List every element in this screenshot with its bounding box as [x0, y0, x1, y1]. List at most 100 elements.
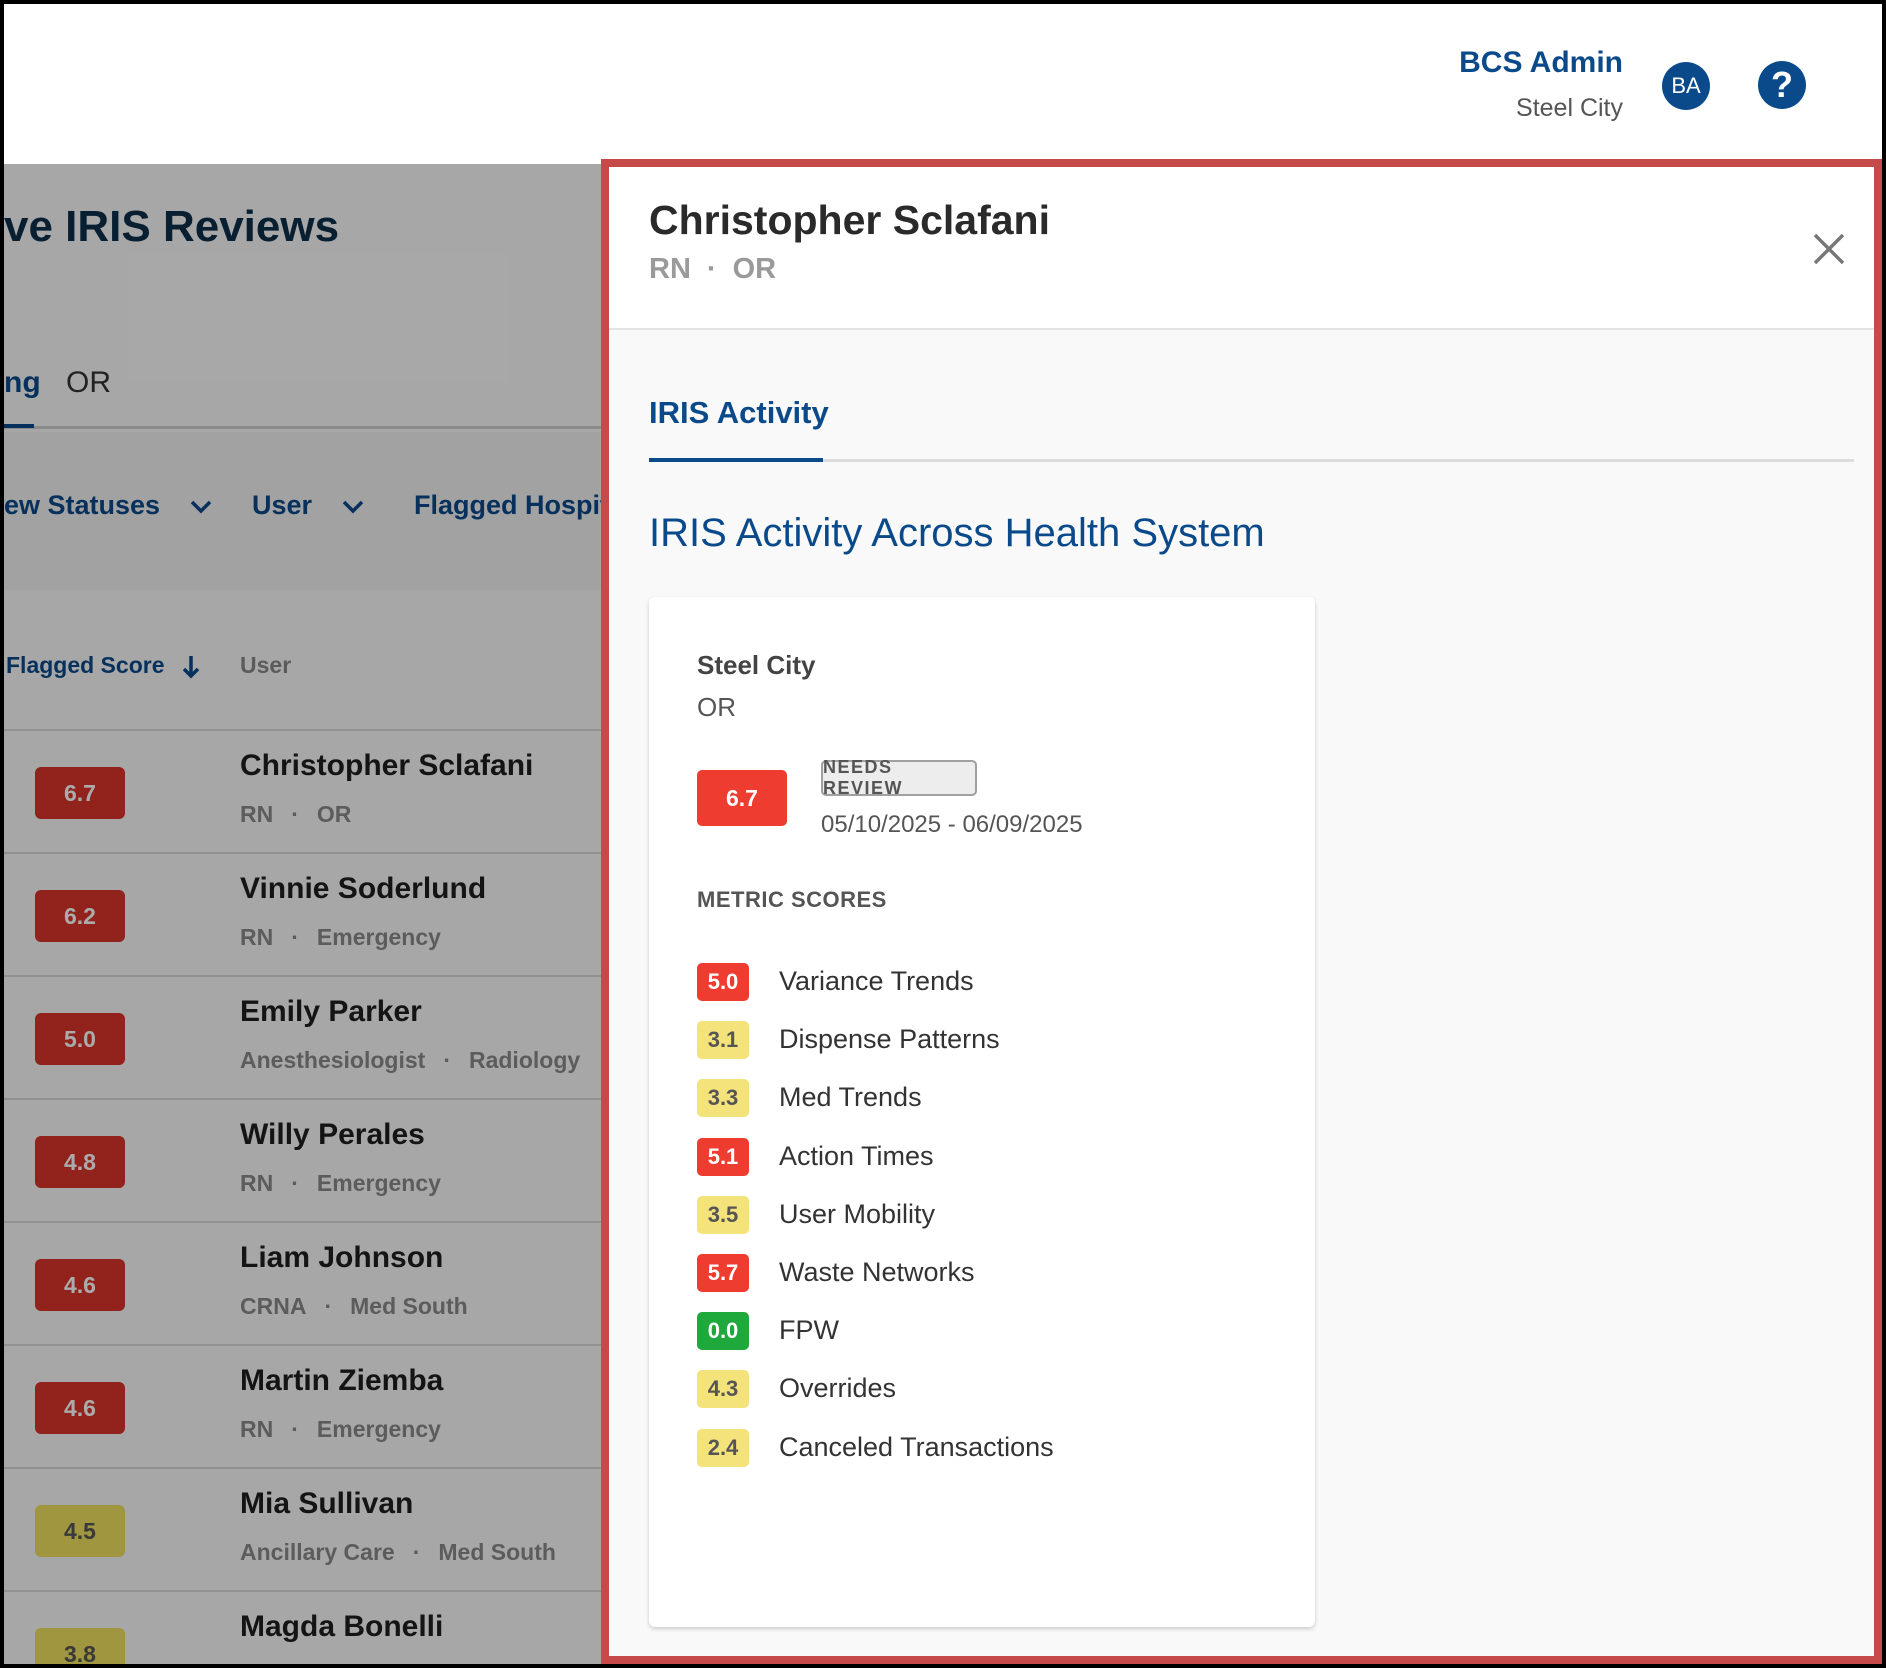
card-score-badge: 6.7	[697, 770, 787, 826]
close-icon[interactable]	[1809, 229, 1849, 269]
metric-label: Overrides	[779, 1373, 897, 1404]
separator-dot: ·	[291, 1416, 299, 1442]
metric-row: 0.0 FPW	[697, 1312, 1257, 1352]
table-row[interactable]: 6.2 Vinnie Soderlund RN · Emergency	[4, 852, 604, 975]
reviews-page: ve IRIS Reviews ng OR ew Statuses User F…	[4, 164, 609, 1664]
tab-iris-activity[interactable]: IRIS Activity	[649, 395, 829, 430]
metric-label: User Mobility	[779, 1198, 936, 1229]
score-badge: 4.6	[35, 1382, 125, 1434]
filter-label: Flagged Hospit	[414, 490, 609, 520]
row-dept: Radiology	[468, 1047, 581, 1073]
separator-dot: ·	[412, 1539, 421, 1565]
top-header: BCS Admin Steel City BA ?	[4, 4, 1882, 164]
tab-divider	[4, 426, 604, 429]
status-badge: NEEDS REVIEW	[821, 757, 977, 798]
row-dept: Emergency	[316, 1416, 441, 1442]
table-row[interactable]: 6.7 Christopher Sclafani RN · OR	[4, 729, 604, 852]
score-badge: 4.5	[35, 1505, 125, 1557]
panel-highlight-outline	[601, 159, 1882, 1664]
row-role: RN	[240, 1170, 274, 1196]
metric-row: 5.1 Action Times	[697, 1137, 1257, 1178]
app-window: BCS Admin Steel City BA ? ve IRIS Review…	[4, 4, 1882, 1664]
metric-scores-heading: METRIC SCORES	[697, 887, 887, 912]
filter-label: ew Statuses	[4, 490, 161, 520]
metric-score-badge: 5.0	[697, 963, 749, 1001]
metric-score-badge: 5.7	[697, 1254, 749, 1292]
panel-user-name: Christopher Sclafani	[649, 197, 1050, 243]
modal-overlay[interactable]	[4, 164, 604, 1664]
table-row[interactable]: 4.6 Liam Johnson CRNA · Med South	[4, 1221, 604, 1344]
column-label: Flagged Score	[6, 652, 165, 678]
row-dept: Med South	[438, 1539, 556, 1565]
row-meta: RN · Emergency	[240, 924, 441, 951]
tab-active[interactable]: ng	[4, 366, 41, 399]
tab-or[interactable]: OR	[66, 366, 111, 399]
table-row[interactable]: 4.8 Willy Perales RN · Emergency	[4, 1098, 604, 1221]
row-role: RN	[240, 801, 274, 827]
row-role: RN	[240, 924, 274, 950]
metric-label: Dispense Patterns	[779, 1024, 1000, 1055]
current-user-name[interactable]: BCS Admin	[1459, 46, 1623, 79]
score-badge: 6.2	[35, 890, 125, 942]
tab-active-indicator	[4, 424, 34, 428]
chevron-down-icon	[342, 500, 363, 514]
metric-score-badge: 0.0	[697, 1312, 749, 1351]
separator-dot: ·	[291, 924, 299, 950]
help-question-icon[interactable]: ?	[1758, 61, 1806, 109]
metric-label: Canceled Transactions	[779, 1431, 1054, 1462]
row-user-name: Emily Parker	[240, 995, 422, 1028]
row-dept: Emergency	[316, 924, 441, 950]
panel-header: Christopher Sclafani RN · OR	[609, 167, 1874, 330]
row-dept: Emergency	[316, 1170, 441, 1196]
section-title: IRIS Activity Across Health System	[649, 511, 1265, 555]
chevron-down-icon	[190, 500, 211, 514]
metric-row: 3.5 User Mobility	[697, 1195, 1257, 1236]
avatar[interactable]: BA	[1662, 62, 1710, 110]
table-row[interactable]: 4.5 Mia Sullivan Ancillary Care · Med South	[4, 1467, 604, 1590]
row-meta: Ancillary Care · Med South	[240, 1539, 556, 1566]
page-title: ve IRIS Reviews	[4, 202, 340, 251]
table-row[interactable]: 3.8 Magda Bonelli	[4, 1590, 604, 1664]
row-user-name: Mia Sullivan	[240, 1487, 414, 1520]
metric-row: 2.4 Canceled Transactions	[697, 1428, 1257, 1469]
card-org: Steel City	[697, 650, 816, 680]
tab-divider	[649, 459, 1854, 462]
row-user-name: Liam Johnson	[240, 1241, 444, 1274]
row-meta: RN · OR	[240, 801, 351, 828]
filter-flagged-hospital[interactable]: Flagged Hospit	[414, 490, 609, 521]
card-unit: OR	[697, 692, 736, 722]
metric-label: Waste Networks	[779, 1257, 975, 1287]
panel-user-dept: OR	[732, 253, 777, 285]
separator-dot: ·	[291, 801, 299, 827]
metric-score-badge: 3.3	[697, 1079, 749, 1118]
filter-bar: ew Statuses User Flagged Hospit	[4, 432, 609, 590]
row-role: CRNA	[240, 1293, 307, 1319]
score-badge: 3.8	[35, 1628, 125, 1664]
metric-label: Med Trends	[779, 1082, 922, 1113]
column-header-user[interactable]: User	[240, 652, 292, 678]
metric-row: 4.3 Overrides	[697, 1370, 1257, 1410]
separator-dot: ·	[443, 1047, 451, 1073]
row-role: RN	[240, 1416, 274, 1442]
row-user-name: Willy Perales	[240, 1118, 425, 1151]
separator-dot: ·	[706, 253, 717, 285]
metric-score-badge: 4.3	[697, 1370, 749, 1409]
filter-label: User	[252, 490, 313, 520]
metric-row: 3.3 Med Trends	[697, 1079, 1257, 1119]
current-user-org: Steel City	[1516, 94, 1623, 122]
row-meta: CRNA · Med South	[240, 1293, 468, 1320]
metric-label: Variance Trends	[779, 966, 974, 996]
filter-review-statuses[interactable]: ew Statuses	[4, 490, 212, 521]
filter-user[interactable]: User	[252, 490, 364, 521]
score-badge: 6.7	[35, 767, 125, 819]
metric-score-badge: 5.1	[697, 1137, 749, 1176]
table-row[interactable]: 4.6 Martin Ziemba RN · Emergency	[4, 1344, 604, 1467]
column-header-flagged-score[interactable]: Flagged Score	[6, 652, 201, 680]
date-range: 05/10/2025 - 06/09/2025	[821, 811, 1083, 838]
separator-dot: ·	[324, 1293, 333, 1319]
row-meta: Anesthesiologist · Radiology	[240, 1047, 580, 1074]
score-badge: 4.8	[35, 1136, 125, 1188]
metric-score-badge: 3.1	[697, 1021, 749, 1060]
metric-row: 5.7 Waste Networks	[697, 1254, 1257, 1294]
table-row[interactable]: 5.0 Emily Parker Anesthesiologist · Radiolog…	[4, 975, 604, 1098]
